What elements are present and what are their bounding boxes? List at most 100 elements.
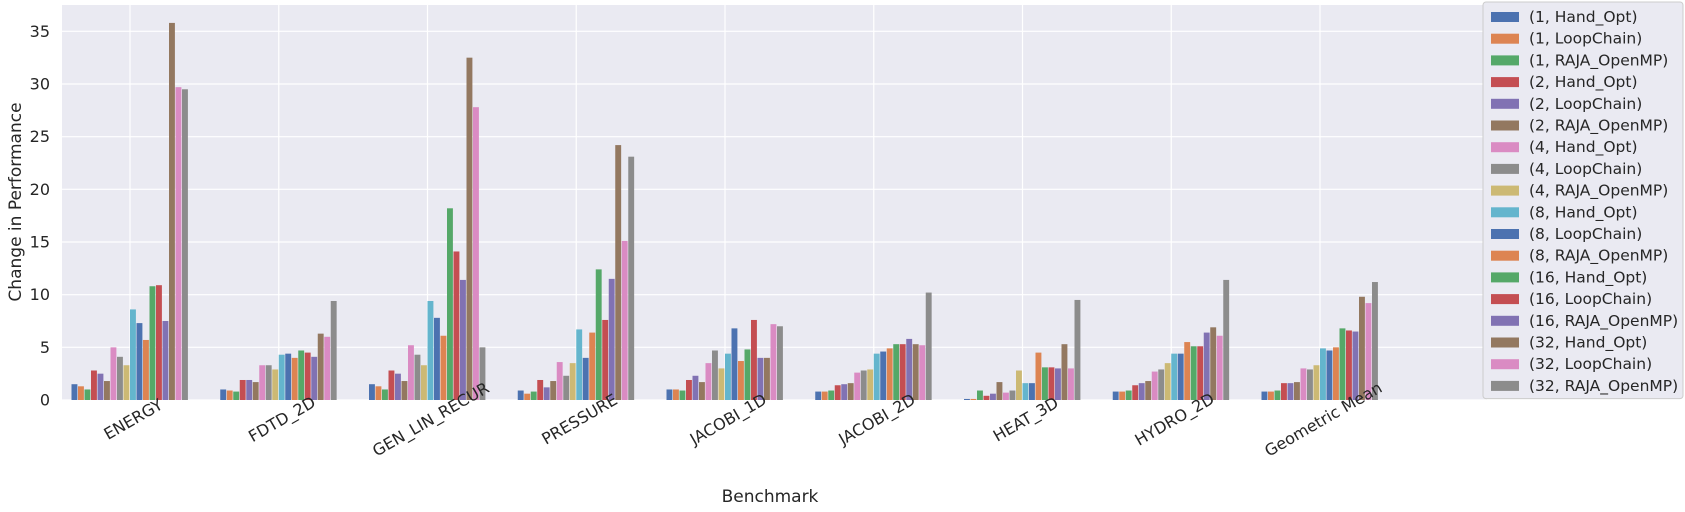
bar [317, 333, 324, 400]
bar [136, 323, 143, 400]
bar [886, 348, 893, 400]
legend-label: (8, RAJA_OpenMP) [1529, 247, 1668, 266]
bar [466, 57, 473, 401]
bar [447, 208, 453, 400]
bar [453, 251, 460, 400]
bar [479, 347, 486, 400]
bar [1061, 344, 1068, 400]
bar [1216, 335, 1223, 400]
bar [162, 321, 169, 400]
bar [1307, 369, 1313, 400]
bar [1281, 383, 1287, 400]
x-tick-label: HEAT_3D [990, 393, 1062, 446]
bar [705, 363, 712, 400]
legend-label: (32, LoopChain) [1529, 355, 1652, 373]
bar [537, 379, 544, 400]
legend-frame [1482, 1, 1684, 400]
bar [239, 379, 246, 400]
legend: (1, Hand_Opt) (1, LoopChain) (1, RAJA_Open… [1482, 1, 1684, 400]
bar [608, 278, 615, 400]
bar [104, 381, 110, 400]
bar [123, 365, 130, 400]
bar [1359, 296, 1365, 400]
bar [182, 89, 188, 401]
legend-label: (16, RAJA_OpenMP) [1529, 312, 1678, 331]
bar [718, 368, 725, 400]
bar [473, 107, 479, 400]
bar [71, 384, 78, 400]
bar [304, 352, 311, 400]
bar [1125, 390, 1132, 400]
bar [169, 22, 175, 400]
bar [1035, 352, 1042, 400]
bar [1365, 303, 1372, 400]
bar [1145, 381, 1152, 400]
y-tick-label: 0 [40, 391, 50, 410]
bar [996, 382, 1003, 400]
bar [692, 375, 699, 400]
bar [764, 357, 770, 400]
legend-swatch [1491, 163, 1519, 174]
bar [1313, 365, 1320, 400]
y-tick-label: 5 [40, 338, 50, 357]
bar [1074, 299, 1081, 400]
legend-label: (2, LoopChain) [1529, 95, 1642, 113]
bar [414, 354, 421, 400]
bar [1112, 391, 1119, 400]
bar [970, 398, 977, 400]
bar [110, 347, 117, 400]
bar [460, 279, 466, 400]
legend-swatch [1491, 250, 1519, 261]
bar [97, 373, 104, 400]
bar [524, 393, 531, 400]
bars [71, 22, 1378, 401]
bar [1300, 368, 1307, 400]
bar [686, 379, 692, 400]
bar [175, 87, 182, 400]
legend-swatch [1491, 380, 1519, 391]
bar [1320, 348, 1326, 400]
bar [828, 390, 835, 400]
bar [744, 349, 751, 400]
legend-swatch [1491, 272, 1519, 283]
bar [815, 391, 822, 400]
bar [91, 370, 97, 400]
bar [143, 339, 149, 400]
bar [1203, 332, 1210, 400]
legend-label: (16, Hand_Opt) [1529, 268, 1647, 287]
bar [427, 300, 434, 400]
bar [899, 344, 906, 400]
bar [117, 356, 123, 400]
bar [1268, 391, 1274, 400]
bar [569, 363, 576, 400]
bar [1372, 282, 1378, 400]
bar [1326, 350, 1333, 400]
bar [285, 353, 292, 400]
bar [369, 384, 375, 400]
y-tick-labels: 0 5 10 15 20 25 30 35 [30, 22, 50, 410]
bar [220, 389, 227, 400]
bar [1048, 367, 1055, 400]
legend-swatch [1491, 337, 1519, 348]
bar [1119, 391, 1126, 400]
legend-label: (1, LoopChain) [1529, 30, 1642, 48]
bar [854, 372, 861, 400]
bar [621, 240, 628, 400]
bar [964, 398, 970, 400]
bar [777, 326, 783, 400]
legend-swatch [1491, 294, 1519, 305]
legend-label: (2, RAJA_OpenMP) [1529, 117, 1668, 136]
bar [395, 373, 401, 400]
bar [543, 387, 550, 400]
bar [595, 269, 602, 400]
legend-swatch [1491, 207, 1519, 218]
bar [770, 324, 777, 400]
bar [265, 365, 272, 400]
bar [983, 395, 990, 400]
bar [272, 369, 279, 400]
y-tick-label: 30 [30, 75, 50, 94]
bar [582, 357, 589, 400]
legend-swatch [1491, 77, 1519, 88]
bar [880, 351, 887, 400]
